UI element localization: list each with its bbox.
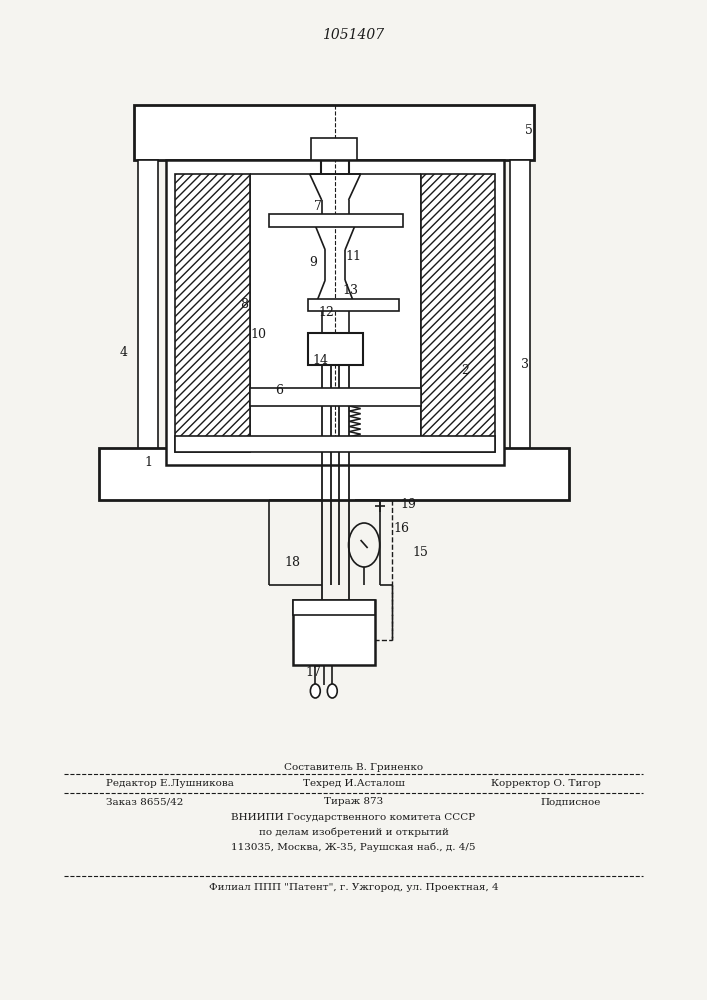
Text: Техред И.Асталош: Техред И.Асталош: [303, 780, 404, 788]
Circle shape: [327, 684, 337, 698]
Text: 9: 9: [309, 255, 317, 268]
Bar: [166, 160, 504, 465]
Text: Заказ 8655/42: Заказ 8655/42: [106, 798, 183, 806]
Text: 12: 12: [319, 306, 334, 318]
Bar: [293, 600, 375, 615]
Text: Филиал ППП "Патент", г. Ужгород, ул. Проектная, 4: Филиал ППП "Патент", г. Ужгород, ул. Про…: [209, 884, 498, 892]
Text: 5: 5: [525, 123, 533, 136]
Text: 14: 14: [312, 354, 328, 366]
Text: 10: 10: [250, 328, 266, 342]
Bar: [175, 436, 495, 452]
Text: ВНИИПИ Государственного комитета СССР: ВНИИПИ Государственного комитета СССР: [231, 814, 476, 822]
Bar: [308, 299, 399, 311]
Text: 113035, Москва, Ж-35, Раушская наб., д. 4/5: 113035, Москва, Ж-35, Раушская наб., д. …: [231, 842, 476, 852]
Text: Тираж 873: Тираж 873: [324, 798, 383, 806]
Bar: [269, 214, 403, 227]
Text: 6: 6: [275, 383, 284, 396]
Text: Корректор О. Тигор: Корректор О. Тигор: [491, 780, 601, 788]
Text: 7: 7: [314, 200, 322, 214]
Bar: [250, 388, 421, 406]
Bar: [311, 138, 357, 160]
Bar: [308, 333, 363, 365]
Text: 11: 11: [346, 250, 361, 263]
Text: по делам изобретений и открытий: по делам изобретений и открытий: [259, 827, 448, 837]
Bar: [134, 105, 534, 160]
Text: 4: 4: [119, 346, 128, 359]
Text: 17: 17: [305, 666, 321, 678]
Bar: [175, 174, 250, 452]
Text: 13: 13: [342, 284, 358, 296]
Text: 3: 3: [521, 359, 530, 371]
Text: 2: 2: [461, 363, 469, 376]
Text: 1051407: 1051407: [322, 28, 385, 42]
Text: 18: 18: [284, 556, 300, 568]
Bar: [138, 160, 158, 460]
Text: 16: 16: [394, 522, 409, 534]
Text: Подписное: Подписное: [541, 798, 601, 806]
Text: Составитель В. Гриненко: Составитель В. Гриненко: [284, 762, 423, 772]
Text: 15: 15: [413, 546, 428, 560]
Circle shape: [310, 684, 320, 698]
Text: 8: 8: [240, 298, 248, 312]
Bar: [510, 160, 530, 460]
Bar: [99, 448, 569, 500]
Text: Редактор Е.Лушникова: Редактор Е.Лушникова: [106, 780, 234, 788]
Bar: [421, 174, 495, 452]
Bar: [293, 600, 375, 665]
Text: 1: 1: [144, 456, 153, 470]
Text: 19: 19: [401, 498, 416, 512]
